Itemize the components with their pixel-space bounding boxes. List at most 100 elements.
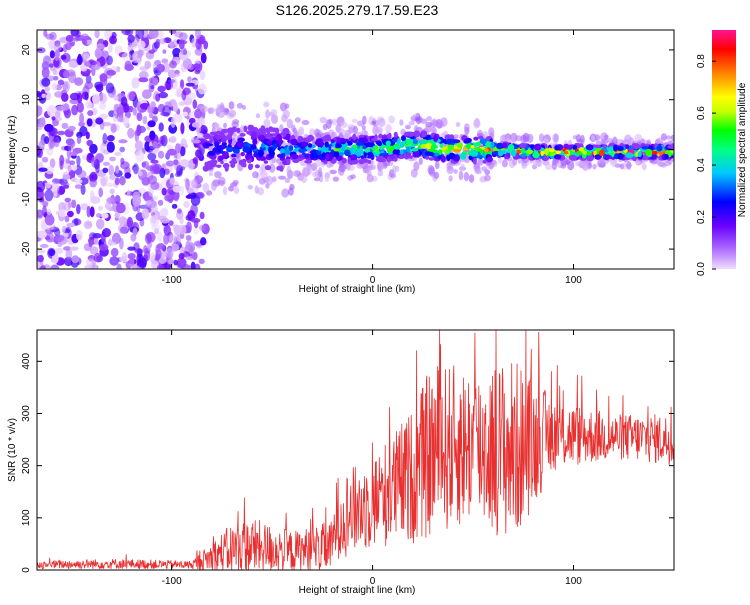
heatmap-cell — [300, 174, 308, 184]
heatmap-cell — [540, 150, 545, 157]
heatmap-cell — [596, 155, 602, 159]
heatmap-cell — [265, 175, 274, 186]
heatmap-cell — [79, 112, 85, 125]
heatmap-cell — [79, 126, 88, 137]
heatmap-cell — [85, 39, 93, 45]
heatmap-cell — [236, 127, 241, 134]
heatmap-cell — [290, 138, 298, 145]
heatmap-cell — [62, 82, 69, 90]
heatmap-cell — [314, 160, 322, 168]
heatmap-cell — [501, 159, 508, 168]
heatmap-cell — [182, 58, 192, 70]
heatmap-cell — [208, 135, 214, 139]
heatmap-cell — [268, 146, 272, 154]
heatmap-cell — [71, 150, 78, 156]
heatmap-cell — [220, 132, 225, 139]
heatmap-cell — [399, 141, 405, 148]
heatmap-cell — [331, 131, 337, 139]
heatmap-cell — [112, 111, 118, 123]
heatmap-cell — [482, 159, 487, 164]
heatmap-cell — [160, 111, 170, 117]
heatmap-cell — [317, 147, 322, 151]
heatmap-cell — [80, 203, 89, 211]
heatmap-cell — [411, 147, 419, 152]
heatmap-cell — [52, 76, 59, 81]
heatmap-cell — [341, 146, 346, 152]
heatmap-cell — [444, 149, 450, 154]
heatmap-cell — [312, 153, 319, 158]
heatmap-cell — [405, 138, 413, 145]
heatmap-cell — [212, 147, 218, 154]
heatmap-cell — [95, 213, 102, 218]
heatmap-cell — [448, 152, 456, 160]
heatmap-cell — [172, 103, 178, 113]
heatmap-cell — [289, 183, 295, 191]
heatmap-cell — [160, 218, 170, 224]
heatmap-cell — [76, 55, 83, 66]
heatmap-cell — [61, 122, 69, 129]
heatmap-cell — [122, 252, 127, 262]
heatmap-marks — [37, 30, 674, 269]
heatmap-cell — [472, 157, 477, 165]
heatmap-cell — [428, 151, 434, 157]
heatmap-cell — [71, 164, 78, 171]
heatmap-cell — [179, 247, 185, 254]
heatmap-cell — [228, 101, 235, 110]
heatmap-cell — [371, 164, 377, 170]
heatmap-cell — [81, 91, 89, 100]
heatmap-cell — [65, 248, 73, 260]
heatmap-cell — [554, 154, 562, 160]
heatmap-cell — [408, 120, 415, 126]
heatmap-cell — [294, 144, 298, 149]
heatmap-cell — [388, 155, 396, 159]
heatmap-cell — [466, 143, 472, 150]
heatmap-cell — [40, 264, 46, 269]
heatmap-cell — [167, 258, 174, 265]
heatmap-cell — [159, 37, 166, 45]
heatmap-cell — [516, 149, 522, 154]
heatmap-cell — [327, 144, 332, 151]
heatmap-cell — [301, 141, 308, 147]
colorbar-label: Normalized spectral amplitude — [737, 82, 748, 217]
heatmap-cell — [309, 128, 316, 136]
heatmap-cell — [99, 174, 109, 185]
heatmap-cell — [278, 175, 286, 180]
heatmap-cell — [57, 130, 66, 136]
heatmap-cell — [183, 200, 190, 209]
heatmap-cell — [243, 125, 248, 133]
heatmap-cell — [465, 148, 471, 158]
snr-x-tick-label: 0 — [370, 576, 376, 587]
heatmap-cell — [210, 180, 217, 191]
heatmap-cell — [151, 224, 161, 231]
heatmap-cell — [490, 141, 495, 149]
heatmap-cell — [291, 154, 299, 160]
heatmap-cell — [389, 173, 397, 179]
heatmap-cell — [459, 153, 467, 160]
heatmap-cell — [641, 146, 649, 150]
heatmap-cell — [203, 40, 209, 50]
figure-title: S126.2025.279.17.59.E23 — [276, 2, 439, 18]
heatmap-cell — [413, 113, 420, 118]
heatmap-cell — [236, 102, 243, 109]
heatmap-cell — [341, 157, 347, 164]
heatmap-cell — [170, 243, 180, 252]
heatmap-cell — [227, 133, 231, 138]
heatmap-cell — [351, 118, 358, 123]
heatmap-cell — [76, 155, 81, 167]
heatmap-x-tick-label: 0 — [370, 275, 376, 286]
heatmap-cell — [410, 143, 416, 148]
heatmap-cell — [338, 163, 346, 173]
heatmap-cell — [460, 163, 465, 170]
heatmap-y-tick-label: -10 — [21, 192, 32, 207]
heatmap-cell — [127, 34, 135, 43]
heatmap-cell — [155, 38, 161, 46]
heatmap-cell — [37, 230, 47, 239]
heatmap-cell — [544, 148, 549, 156]
heatmap-cell — [399, 149, 404, 155]
heatmap-cell — [185, 194, 194, 199]
heatmap-cell — [220, 160, 224, 165]
heatmap-cell — [378, 118, 386, 127]
heatmap-cell — [377, 141, 383, 147]
heatmap-cell — [40, 117, 46, 127]
heatmap-cell — [119, 146, 126, 153]
